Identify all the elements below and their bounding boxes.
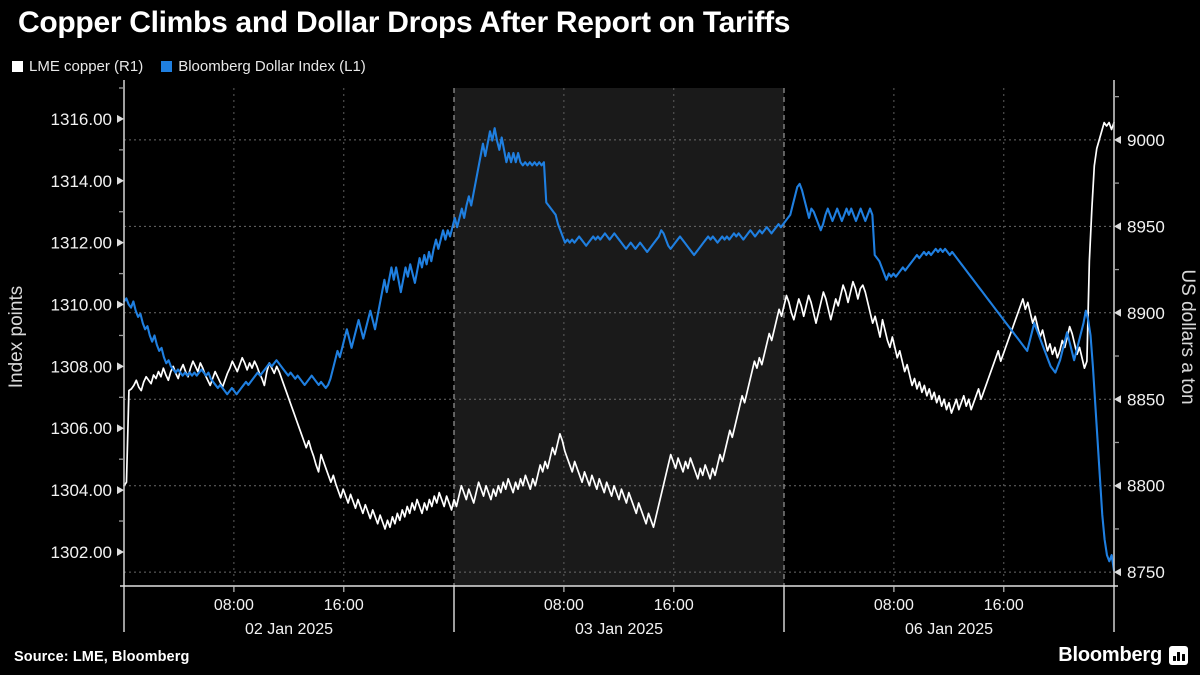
series-line-lme-copper [123,121,1115,530]
right-axis-tick-label: 8750 [1127,563,1165,582]
right-axis-tick-label: 8800 [1127,477,1165,496]
shaded-day-band [454,88,784,586]
right-axis-tick-label: 8850 [1127,390,1165,409]
chart-legend: LME copper (R1) Bloomberg Dollar Index (… [12,58,366,75]
legend-swatch-copper [12,61,23,72]
legend-swatch-dollar [161,61,173,72]
x-axis-day-label: 02 Jan 2025 [245,621,333,638]
legend-label-dollar: Bloomberg Dollar Index (L1) [178,58,366,75]
left-axis-tick-label: 1314.00 [51,172,112,191]
brand-name: Bloomberg [1058,644,1162,666]
left-axis-tick-label: 1308.00 [51,357,112,376]
legend-item-copper: LME copper (R1) [12,58,143,75]
right-axis-tick-label: 8900 [1127,304,1165,323]
x-axis-time-label: 16:00 [654,597,694,614]
left-axis-tick [117,486,124,495]
left-axis-tick-label: 1310.00 [51,296,112,315]
left-axis-tick-label: 1316.00 [51,110,112,129]
right-axis-tick [1114,308,1121,317]
left-axis-tick [117,362,124,371]
left-axis-tick [117,238,124,247]
series-line-dollar-index [122,127,1116,572]
x-axis-day-label: 06 Jan 2025 [905,621,993,638]
x-axis-time-label: 08:00 [544,597,584,614]
x-axis-time-label: 08:00 [214,597,254,614]
legend-item-dollar: Bloomberg Dollar Index (L1) [161,58,366,75]
x-axis-time-label: 16:00 [984,597,1024,614]
left-axis-tick [117,114,124,123]
bloomberg-branding: Bloomberg [1058,644,1188,667]
legend-label-copper: LME copper (R1) [29,58,144,75]
left-axis-tick [117,300,124,309]
left-axis-tick [117,547,124,556]
x-axis-time-label: 16:00 [324,597,364,614]
right-axis-tick-label: 9000 [1127,131,1165,150]
source-note: Source: LME, Bloomberg [14,649,190,665]
left-axis-tick [117,424,124,433]
right-axis-tick [1114,568,1121,577]
right-axis-tick [1114,222,1121,231]
left-axis-tick-label: 1306.00 [51,419,112,438]
right-axis-tick [1114,395,1121,404]
left-axis-tick-label: 1312.00 [51,234,112,253]
page-title: Copper Climbs and Dollar Drops After Rep… [18,6,791,39]
left-axis-tick-label: 1304.00 [51,481,112,500]
right-axis-tick [1114,481,1121,490]
x-axis-day-label: 03 Jan 2025 [575,621,663,638]
left-axis-tick-label: 1302.00 [51,543,112,562]
bloomberg-logo-icon [1169,646,1188,665]
x-axis-time-label: 08:00 [874,597,914,614]
right-axis-tick-label: 8950 [1127,217,1165,236]
right-axis-title: US dollars a ton [1177,269,1198,404]
right-axis-tick [1114,135,1121,144]
left-axis-tick [117,176,124,185]
left-axis-title: Index points [6,286,27,388]
